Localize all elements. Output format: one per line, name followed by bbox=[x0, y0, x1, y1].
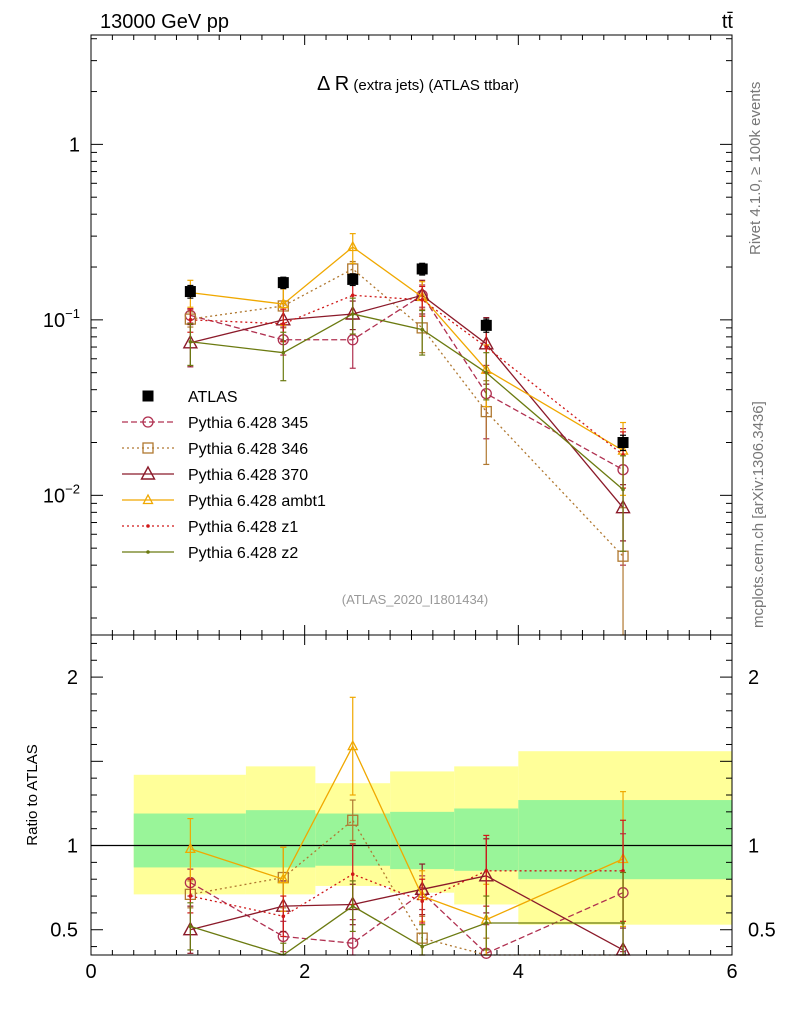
y-tick-label-main: 10−1 bbox=[43, 306, 80, 332]
legend-label-p345: Pythia 6.428 345 bbox=[188, 415, 308, 432]
ratio-point-z2 bbox=[420, 944, 424, 949]
y-tick-label-main: 1 bbox=[69, 134, 80, 156]
x-tick-label: 2 bbox=[299, 961, 310, 983]
x-tick-label: 4 bbox=[513, 961, 524, 983]
legend-marker-p346 bbox=[142, 442, 154, 454]
legend-label-ATLAS: ATLAS bbox=[188, 389, 238, 406]
y-tick-label-ratio-right: 2 bbox=[748, 667, 759, 689]
x-tick-label: 0 bbox=[85, 961, 96, 983]
main-point-z1 bbox=[484, 345, 489, 349]
title-sub: (extra jets) (ATLAS ttbar) bbox=[349, 77, 519, 94]
main-point-ATLAS bbox=[277, 277, 289, 289]
y-tick-label-ratio-right: 1 bbox=[748, 836, 759, 858]
main-point-ATLAS bbox=[347, 273, 359, 285]
ratio-point-ambt1 bbox=[277, 872, 289, 884]
ratio-point-z1 bbox=[281, 914, 286, 919]
title-main: Δ R bbox=[317, 73, 349, 95]
ratio-point-z1 bbox=[350, 872, 355, 876]
main-line-p345 bbox=[190, 294, 624, 471]
y-tick-label-ratio: 0.5 bbox=[50, 920, 78, 942]
legend-marker-p370 bbox=[140, 465, 156, 480]
main-line-z1 bbox=[190, 294, 624, 456]
energy-label: 13000 GeV pp bbox=[100, 11, 229, 33]
band-green-3 bbox=[390, 811, 455, 870]
main-point-z1 bbox=[188, 318, 193, 322]
process-label: tt̄ bbox=[722, 11, 734, 33]
legend-label-z1: Pythia 6.428 z1 bbox=[188, 519, 298, 536]
x-tick-label: 6 bbox=[726, 961, 737, 983]
main-line-z2 bbox=[190, 313, 624, 490]
ratio-frame bbox=[90, 634, 733, 956]
main-point-z2 bbox=[621, 487, 625, 492]
ratio-point-z2 bbox=[350, 904, 355, 908]
ratio-point-z1 bbox=[420, 899, 424, 903]
ratio-point-ambt1 bbox=[184, 842, 196, 854]
ratio-point-p345 bbox=[347, 937, 359, 949]
ratio-line-p345 bbox=[190, 882, 624, 955]
main-series-layer bbox=[182, 233, 631, 636]
rivet-label: Rivet 4.1.0, ≥ 100k events bbox=[747, 82, 764, 255]
legend-marker-p345 bbox=[142, 416, 154, 428]
main-line-ambt1 bbox=[190, 246, 624, 452]
ratio-point-z1 bbox=[188, 894, 193, 898]
main-point-ambt1 bbox=[347, 240, 359, 252]
legend: ATLAS Pythia 6.428 345 Pythia 6.428 346 Pyt… bbox=[122, 389, 326, 562]
tick-labels: 0 2 4 6 1 10−1 10−2 0.5 0.5 1 1 2 2 bbox=[43, 134, 776, 983]
main-point-ATLAS bbox=[480, 319, 492, 331]
ratio-line-z2 bbox=[190, 905, 624, 956]
y-tick-label-ratio: 1 bbox=[67, 836, 78, 858]
main-point-z2 bbox=[350, 312, 355, 316]
analysis-id: (ATLAS_2020_I1801434) bbox=[342, 592, 488, 607]
main-point-ATLAS bbox=[184, 286, 196, 298]
legend-marker-z2 bbox=[146, 550, 150, 554]
band-green-5 bbox=[518, 800, 732, 880]
ratio-point-z2 bbox=[188, 924, 193, 929]
ratio-line-ambt1 bbox=[190, 744, 624, 921]
y-tick-label-main: 10−2 bbox=[43, 481, 80, 507]
main-point-ATLAS bbox=[416, 263, 428, 275]
legend-marker-z1 bbox=[146, 524, 150, 528]
y-tick-label-ratio-right: 0.5 bbox=[748, 920, 776, 942]
main-point-z2 bbox=[281, 350, 286, 355]
legend-label-z2: Pythia 6.428 z2 bbox=[188, 545, 298, 562]
legend-label-p346: Pythia 6.428 346 bbox=[188, 441, 308, 458]
ratio-point-p346 bbox=[347, 814, 359, 826]
main-point-z2 bbox=[188, 339, 193, 344]
legend-marker-ambt1 bbox=[142, 493, 154, 505]
main-point-ambt1 bbox=[277, 297, 289, 309]
legend-label-ambt1: Pythia 6.428 ambt1 bbox=[188, 493, 326, 510]
axes-frames bbox=[90, 34, 733, 956]
plot-title: Δ R (extra jets) (ATLAS ttbar) bbox=[317, 73, 519, 95]
main-point-ATLAS bbox=[617, 437, 629, 449]
ratio-line-p370 bbox=[190, 875, 624, 951]
ratio-point-ambt1 bbox=[347, 739, 359, 751]
main-line-p370 bbox=[190, 294, 624, 509]
ratio-point-z1 bbox=[621, 868, 625, 873]
ratio-point-z2 bbox=[621, 921, 625, 925]
legend-marker-ATLAS bbox=[142, 390, 154, 402]
ratio-ylabel: Ratio to ATLAS bbox=[24, 744, 41, 845]
axes-ticks bbox=[90, 35, 733, 955]
main-point-z1 bbox=[420, 298, 424, 302]
main-point-z2 bbox=[484, 370, 489, 375]
ratio-point-z1 bbox=[484, 868, 489, 873]
main-point-z1 bbox=[281, 321, 286, 326]
main-point-z2 bbox=[420, 327, 424, 332]
y-tick-label-ratio: 2 bbox=[67, 667, 78, 689]
main-point-p345 bbox=[347, 334, 359, 346]
mcplots-label: mcplots.cern.ch [arXiv:1306.3436] bbox=[750, 401, 767, 628]
ratio-point-z2 bbox=[484, 921, 489, 925]
main-point-z1 bbox=[350, 293, 355, 298]
legend-label-p370: Pythia 6.428 370 bbox=[188, 467, 308, 484]
ratio-uncertainty-bands bbox=[133, 751, 732, 925]
